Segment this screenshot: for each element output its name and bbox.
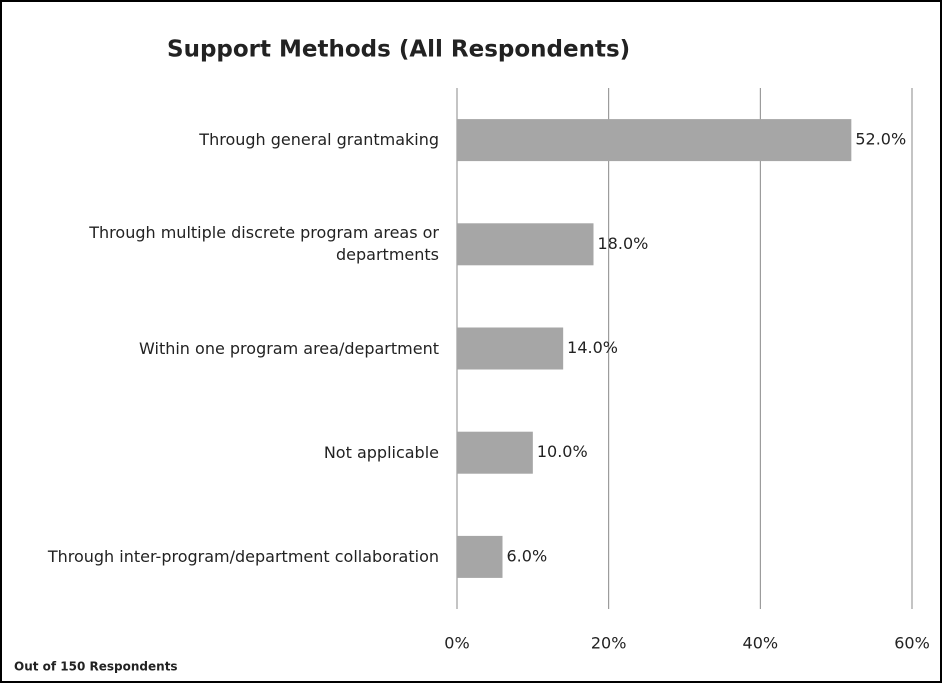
value-label: 14.0%	[567, 338, 618, 357]
y-tick-label: Through multiple discrete program areas …	[89, 223, 439, 265]
bar	[457, 535, 503, 578]
chart-title: Support Methods (All Respondents)	[167, 37, 630, 63]
y-tick-label: Through general grantmaking	[199, 130, 439, 150]
x-tick-label: 60%	[894, 634, 930, 653]
bar	[457, 119, 852, 162]
value-label: 10.0%	[537, 442, 588, 461]
x-tick-label: 20%	[591, 634, 627, 653]
x-tick-label: 0%	[444, 634, 469, 653]
y-tick-label: Through inter-program/department collabo…	[47, 546, 439, 566]
footnote: Out of 150 Respondents	[14, 660, 178, 674]
bar	[457, 431, 533, 474]
y-tick-label: Not applicable	[323, 442, 439, 462]
bar	[457, 223, 594, 266]
value-label: 52.0%	[855, 130, 906, 149]
x-tick-label: 40%	[743, 634, 779, 653]
y-tick-label: Within one program area/department	[139, 338, 439, 358]
value-label: 6.0%	[507, 546, 548, 565]
value-label: 18.0%	[598, 234, 649, 253]
bar	[457, 327, 564, 370]
